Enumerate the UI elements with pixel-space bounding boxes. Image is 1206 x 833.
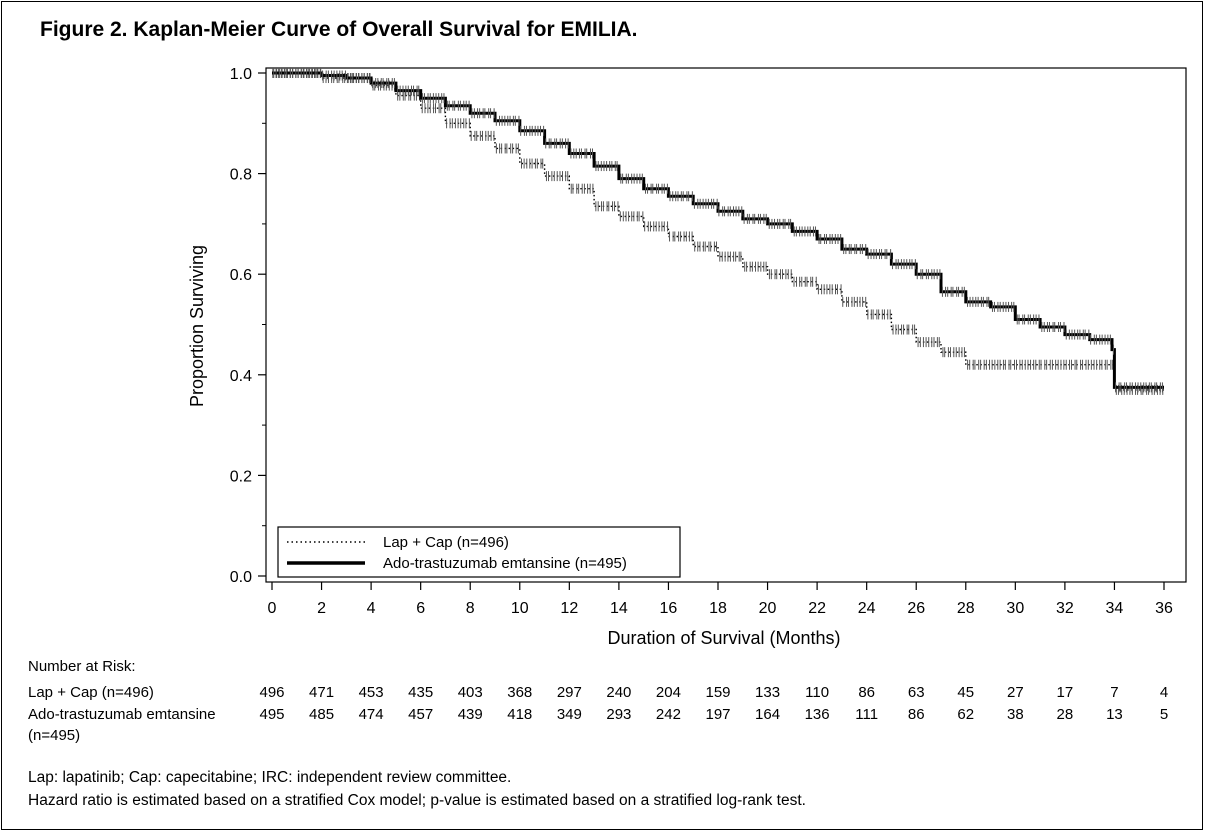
x-axis-ticks: 0 2 4 6 8 10 12 14 16 18 20 22 24 26 28 30 32 34 36 (268, 582, 1173, 617)
y-tick-label: 0.8 (230, 167, 252, 184)
risk-count: 133 (755, 684, 781, 701)
risk-count: 13 (1106, 706, 1123, 723)
plot-area-frame (265, 67, 1187, 583)
risk-count: 418 (507, 706, 533, 723)
risk-count: 27 (1006, 684, 1024, 701)
legend-label-lap-cap: Lap + Cap (n=496) (383, 534, 509, 551)
x-tick-label: 32 (1056, 600, 1074, 617)
footnote-abbreviations: Lap: lapatinib; Cap: capecitabine; IRC: … (28, 769, 512, 786)
y-axis-ticks: 0.0 0.2 0.4 0.6 0.8 1.0 (230, 66, 266, 586)
risk-table-header: Number at Risk: (28, 658, 136, 675)
x-tick-label: 8 (466, 600, 475, 617)
x-axis-label: Duration of Survival (Months) (607, 628, 840, 648)
risk-count: 4 (1159, 684, 1169, 701)
y-tick-label: 0.6 (230, 267, 252, 284)
risk-count: 297 (556, 684, 582, 701)
y-axis-label: Proportion Surviving (187, 245, 207, 407)
risk-count: 45 (957, 684, 975, 701)
risk-count: 28 (1056, 706, 1074, 723)
x-tick-label: 30 (1006, 600, 1024, 617)
x-tick-label: 14 (610, 600, 628, 617)
censor-marks (273, 68, 1163, 393)
risk-count: 457 (408, 706, 434, 723)
risk-count: 474 (358, 706, 384, 723)
risk-count: 240 (606, 684, 632, 701)
risk-count: 403 (457, 684, 483, 701)
x-tick-label: 10 (511, 600, 529, 617)
risk-count: 7 (1110, 684, 1119, 701)
risk-count: 242 (655, 706, 681, 723)
risk-count: 435 (408, 684, 434, 701)
risk-count: 453 (358, 684, 384, 701)
risk-count: 293 (606, 706, 632, 723)
risk-count: 86 (907, 706, 925, 723)
x-tick-label: 6 (416, 600, 425, 617)
risk-count: 197 (705, 706, 731, 723)
survival-curves (272, 68, 1164, 395)
series-line-lap-cap (272, 72, 1164, 391)
risk-count: 136 (804, 706, 830, 723)
x-tick-label: 16 (660, 600, 678, 617)
legend-label-t-dm1: Ado-trastuzumab emtansine (n=495) (383, 555, 627, 572)
x-tick-label: 26 (907, 600, 925, 617)
risk-count: 86 (858, 684, 875, 701)
y-tick-label: 0.0 (230, 569, 252, 586)
risk-count: 164 (755, 706, 781, 723)
chart-legend: Lap + Cap (n=496) Ado-trastuzumab emtans… (277, 526, 681, 578)
figure-title: Figure 2. Kaplan-Meier Curve of Overall … (40, 18, 638, 41)
footnote-methods: Hazard ratio is estimated based on a str… (28, 792, 806, 809)
x-tick-label: 34 (1106, 600, 1124, 617)
y-tick-label: 0.2 (230, 468, 252, 485)
risk-row-label-t-dm1-n: (n=495) (28, 727, 81, 744)
risk-count: 110 (805, 684, 830, 701)
x-tick-label: 2 (317, 600, 326, 617)
x-tick-label: 20 (759, 600, 777, 617)
risk-count: 38 (1006, 706, 1024, 723)
x-tick-label: 0 (268, 600, 277, 617)
risk-row-label-t-dm1: Ado-trastuzumab emtansine (28, 706, 216, 723)
x-tick-label: 4 (367, 600, 376, 617)
x-tick-label: 28 (957, 600, 975, 617)
risk-count: 485 (309, 706, 335, 723)
risk-count: 62 (957, 706, 975, 723)
y-tick-label: 1.0 (230, 66, 252, 83)
risk-count: 17 (1056, 684, 1074, 701)
series-line-t-dm1 (272, 71, 1164, 389)
risk-count: 5 (1159, 706, 1169, 723)
x-tick-label: 12 (560, 600, 578, 617)
x-tick-label: 18 (709, 600, 727, 617)
x-tick-label: 24 (858, 600, 876, 617)
risk-count: 159 (705, 684, 731, 701)
risk-count: 349 (556, 706, 582, 723)
risk-count: 495 (259, 706, 285, 723)
risk-row-label-lap-cap: Lap + Cap (n=496) (28, 684, 154, 701)
y-tick-label: 0.4 (230, 368, 252, 385)
x-tick-label: 22 (808, 600, 826, 617)
censor-marks (272, 68, 1164, 395)
risk-count: 204 (655, 684, 681, 701)
legend-box (277, 526, 681, 578)
risk-count: 496 (259, 684, 285, 701)
risk-count: 368 (507, 684, 533, 701)
risk-count: 439 (457, 706, 483, 723)
risk-count: 63 (907, 684, 925, 701)
risk-count: 471 (309, 684, 335, 701)
risk-count: 111 (855, 706, 879, 723)
x-tick-label: 36 (1155, 600, 1173, 617)
